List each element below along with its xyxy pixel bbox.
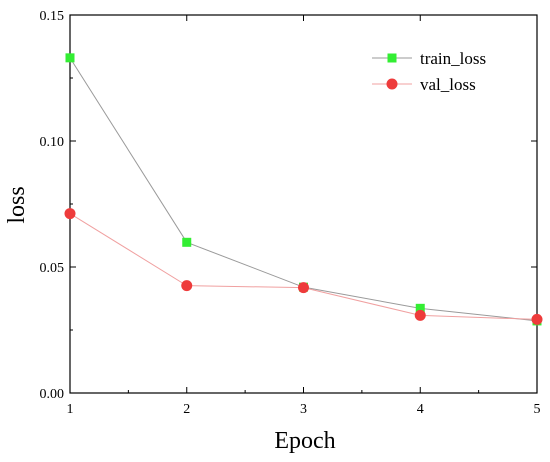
- train-loss-point: [65, 53, 75, 63]
- legend: train_loss val_loss: [372, 49, 486, 94]
- x-axis-title: Epoch: [274, 428, 335, 454]
- val-loss-point: [181, 280, 193, 292]
- y-tick-label: 0.15: [40, 9, 65, 24]
- train-loss-line: [69, 57, 538, 322]
- x-tick-label: 3: [300, 402, 307, 417]
- legend-label: val_loss: [420, 75, 476, 94]
- x-tick-label: 5: [534, 402, 541, 417]
- x-tick-label: 4: [417, 402, 424, 417]
- x-tick-label: 1: [67, 402, 74, 417]
- train-loss-point: [415, 303, 425, 313]
- legend-marker: [387, 53, 397, 63]
- series-val-loss: [64, 208, 543, 325]
- val-loss-point: [414, 309, 426, 321]
- val-loss-point: [298, 282, 309, 294]
- plot-frame: [69, 14, 538, 394]
- y-axis-title: loss: [4, 186, 30, 223]
- train-loss-point: [182, 237, 192, 247]
- val-loss-point: [531, 313, 543, 325]
- y-tick-label: 0.00: [40, 387, 65, 402]
- legend-item-train-loss: train_loss: [372, 49, 486, 68]
- series-layer: [64, 53, 543, 326]
- legend-label: train_loss: [420, 49, 486, 68]
- legend-item-val-loss: val_loss: [372, 75, 476, 94]
- val-loss-point: [64, 208, 76, 220]
- y-tick-label: 0.10: [40, 135, 65, 150]
- val-loss-line: [69, 213, 538, 320]
- y-tick-label: 0.05: [40, 261, 65, 276]
- axes: 1 2 3 4 5 0.00 0.05 0.10 0.15: [40, 9, 541, 417]
- legend-marker: [386, 78, 398, 90]
- x-tick-label: 2: [183, 402, 190, 417]
